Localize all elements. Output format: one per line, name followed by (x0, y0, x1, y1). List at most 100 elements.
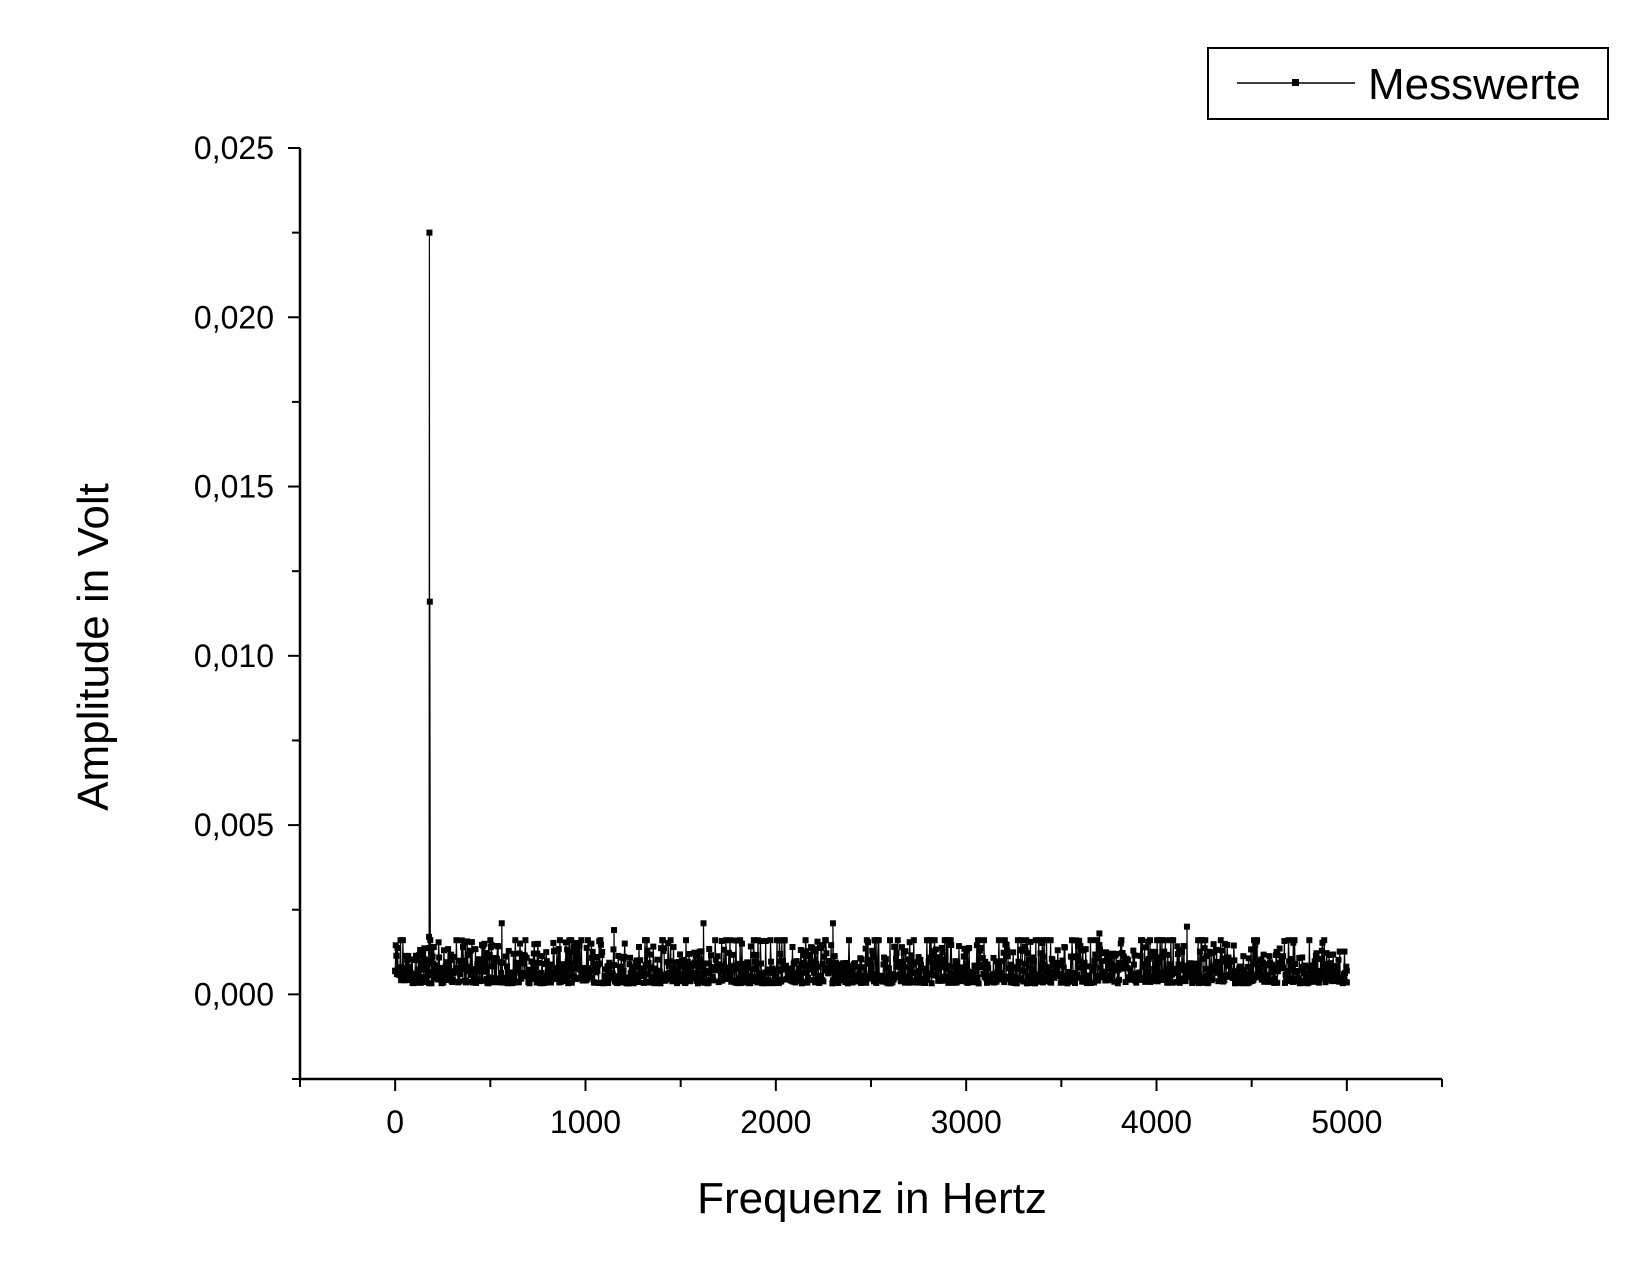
data-point (844, 980, 851, 987)
data-point (425, 969, 432, 976)
data-point (1189, 965, 1196, 972)
data-point (1221, 977, 1228, 984)
data-point (854, 963, 861, 970)
data-point (898, 944, 905, 951)
data-point (869, 953, 876, 960)
data-point (916, 971, 923, 978)
data-point (561, 965, 568, 972)
data-point (512, 937, 519, 944)
data-point (936, 962, 943, 969)
data-point (473, 979, 480, 986)
data-point (691, 959, 698, 966)
x-tick-label: 4000 (1121, 1104, 1192, 1140)
data-point (468, 939, 475, 946)
data-point (890, 976, 897, 983)
data-point (531, 965, 538, 972)
data-point (683, 937, 690, 944)
data-point (589, 948, 596, 955)
data-point (687, 978, 694, 985)
data-point (801, 963, 808, 970)
data-point (1035, 937, 1042, 944)
data-point (940, 964, 947, 971)
data-point (702, 960, 709, 967)
data-point (424, 960, 431, 967)
data-point (1004, 953, 1011, 960)
data-point (1327, 960, 1334, 967)
data-point (635, 979, 642, 986)
data-point (567, 966, 574, 973)
data-point (814, 938, 821, 945)
data-point (1107, 965, 1114, 972)
data-point (596, 960, 603, 967)
data-point (1202, 965, 1209, 972)
data-point (1218, 947, 1225, 954)
data-point (747, 943, 754, 950)
data-point (411, 974, 418, 981)
data-point (1343, 979, 1350, 986)
data-point (695, 961, 702, 968)
data-point (533, 970, 540, 977)
data-point (722, 937, 729, 944)
x-tick-label: 2000 (740, 1104, 811, 1140)
data-point (1105, 958, 1112, 965)
data-point (1082, 946, 1089, 953)
data-point (907, 957, 914, 964)
data-point (992, 958, 999, 965)
data-point (519, 956, 526, 963)
data-point (407, 963, 414, 970)
data-point (712, 937, 719, 944)
data-point (549, 968, 556, 975)
data-point (925, 958, 932, 965)
data-point (674, 980, 681, 987)
data-point (427, 937, 434, 944)
data-point (1318, 947, 1325, 954)
series-line (394, 232, 1348, 986)
data-point (1157, 954, 1164, 961)
data-point (493, 955, 500, 962)
data-point (797, 947, 804, 954)
data-point (809, 958, 816, 965)
data-point (810, 969, 817, 976)
data-point (481, 940, 488, 947)
data-point (1164, 951, 1171, 958)
data-point (1209, 975, 1216, 982)
data-point (446, 971, 453, 978)
data-point (1045, 964, 1052, 971)
data-point (837, 976, 844, 983)
data-point (583, 944, 590, 951)
data-point (1114, 980, 1121, 987)
data-point (868, 967, 874, 974)
data-point (972, 968, 979, 975)
data-point (522, 937, 529, 944)
data-point (1268, 969, 1275, 976)
data-point (951, 963, 958, 970)
data-point (679, 963, 686, 970)
data-point (538, 969, 545, 976)
data-point (590, 960, 597, 967)
data-point (1174, 951, 1181, 958)
data-point (760, 975, 767, 982)
data-point (1104, 954, 1111, 961)
data-point (452, 969, 459, 976)
data-point (644, 971, 651, 978)
data-point (486, 951, 493, 958)
data-point (908, 952, 915, 959)
data-point (410, 980, 417, 987)
data-point (1074, 971, 1081, 978)
data-point (1210, 941, 1217, 948)
data-point (1059, 957, 1066, 964)
data-point (1166, 961, 1173, 968)
data-point (897, 978, 904, 985)
data-point (957, 978, 964, 985)
data-point (892, 955, 899, 962)
data-point (633, 957, 640, 964)
data-point (938, 977, 945, 984)
data-point (710, 977, 717, 984)
data-point (432, 962, 439, 969)
data-point (404, 957, 411, 964)
data-point (1030, 958, 1037, 965)
data-point (1072, 980, 1079, 987)
data-point (670, 944, 677, 951)
data-point (1096, 930, 1103, 937)
data-point (834, 969, 841, 976)
